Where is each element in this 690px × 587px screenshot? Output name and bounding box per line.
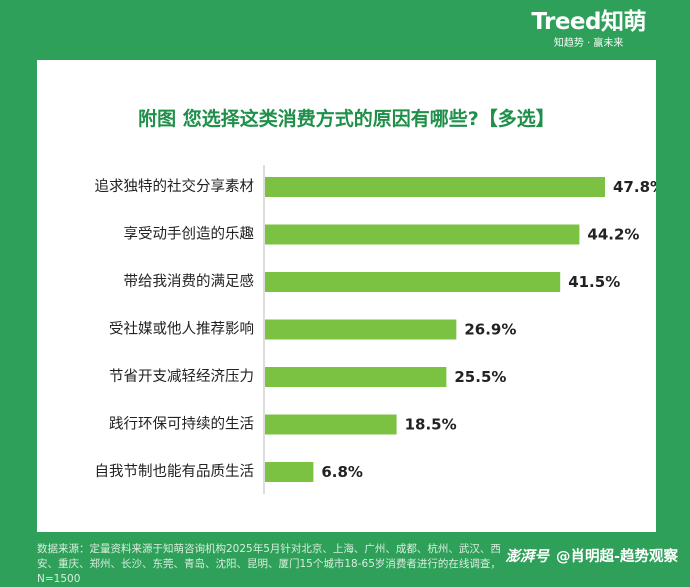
chart-title: 附图 您选择这类消费方式的原因有哪些?【多选】 bbox=[138, 108, 555, 130]
brand-slogan: 知趋势 · 赢未来 bbox=[553, 38, 624, 49]
bar-value-label: 41.5% bbox=[568, 273, 620, 291]
bar-value-label: 26.9% bbox=[464, 321, 516, 339]
category-label: 践行环保可持续的生活 bbox=[109, 416, 254, 433]
category-label: 享受动手创造的乐趣 bbox=[124, 226, 255, 243]
bar bbox=[265, 462, 314, 482]
bar bbox=[265, 177, 605, 197]
bar bbox=[265, 414, 397, 435]
category-label: 节省开支减轻经济压力 bbox=[109, 368, 254, 385]
bar bbox=[265, 272, 561, 292]
category-label: 追求独特的社交分享素材 bbox=[95, 177, 255, 195]
data-source-note: 数据来源：定量资料来源于知萌咨询机构2025年5月针对北京、上海、广州、成都、杭… bbox=[37, 543, 501, 585]
bar bbox=[265, 224, 580, 245]
bar bbox=[265, 319, 457, 340]
brand-logo: Treed知萌 bbox=[531, 9, 646, 35]
bar-value-label: 47.8% bbox=[613, 178, 656, 196]
bar-value-label: 25.5% bbox=[454, 368, 506, 386]
chart-card: 追求独特的社交分享素材 47.8% 享受动手创造的乐趣 44.2% 带给我消费的满足感 4… bbox=[37, 60, 656, 532]
category-label: 带给我消费的满足感 bbox=[124, 273, 255, 290]
bar bbox=[265, 367, 447, 387]
watermark: 澎湃号 @肖明超-趋势观察 bbox=[505, 545, 678, 566]
category-label: 自我节制也能有品质生活 bbox=[95, 463, 255, 480]
bar-value-label: 6.8% bbox=[321, 463, 363, 481]
bar-value-label: 44.2% bbox=[587, 226, 639, 244]
bar-value-label: 18.5% bbox=[405, 416, 457, 434]
category-label: 受社媒或他人推荐影响 bbox=[109, 321, 254, 338]
bar-chart: 追求独特的社交分享素材 47.8% 享受动手创造的乐趣 44.2% 带给我消费的满足感 4… bbox=[95, 165, 656, 494]
watermark-author: @肖明超-趋势观察 bbox=[555, 549, 678, 565]
brand-logo-block: Treed知萌 知趋势 · 赢未来 bbox=[531, 8, 646, 50]
watermark-brand: 澎湃号 bbox=[505, 549, 549, 565]
